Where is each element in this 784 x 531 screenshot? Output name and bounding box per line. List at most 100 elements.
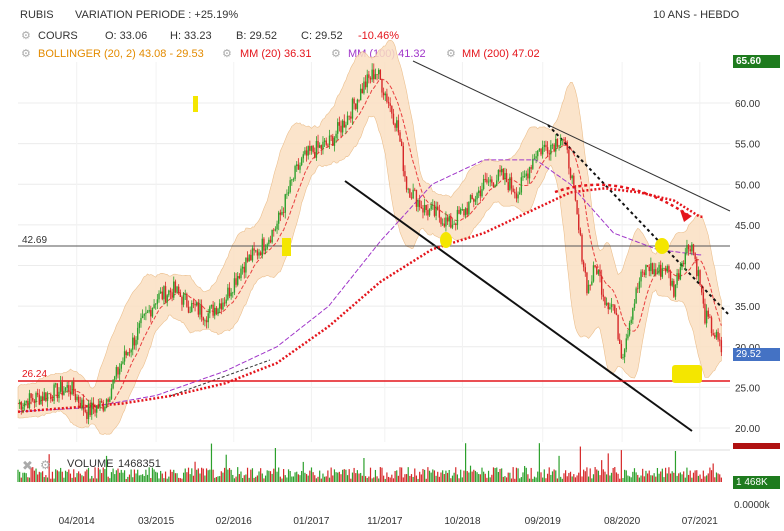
volume-bar xyxy=(123,470,126,482)
candle-body xyxy=(443,223,445,227)
gear-icon[interactable]: ⚙ xyxy=(222,48,232,60)
volume-bar xyxy=(643,476,645,482)
candle-body xyxy=(614,305,616,314)
volume-bar xyxy=(76,473,78,482)
candle-body xyxy=(550,144,552,155)
gear-icon[interactable]: ⚙ xyxy=(331,48,341,60)
candle-body xyxy=(294,166,296,179)
volume-bar xyxy=(579,446,581,482)
volume-bar xyxy=(264,475,267,482)
candle-body xyxy=(468,201,470,215)
volume-bar xyxy=(624,469,626,482)
candle-body xyxy=(382,92,385,96)
volume-bar xyxy=(651,475,654,482)
volume-bar xyxy=(635,472,637,482)
candle-body xyxy=(197,302,200,315)
volume-bar xyxy=(297,474,299,482)
volume-bar xyxy=(332,475,334,482)
volume-bar xyxy=(104,469,106,482)
volume-bar xyxy=(112,468,114,482)
volume-bar xyxy=(450,478,452,482)
volume-bar xyxy=(471,471,473,482)
candle-body xyxy=(122,361,124,364)
candle-body xyxy=(279,212,282,215)
volume-bar xyxy=(142,474,144,482)
candle-body xyxy=(714,335,716,338)
volume-bar xyxy=(558,455,560,482)
candle-body xyxy=(509,177,511,191)
gear-icon[interactable]: ⚙ xyxy=(446,48,456,60)
candle-body xyxy=(592,265,595,282)
candle-body xyxy=(189,311,191,313)
volume-bar xyxy=(199,473,201,482)
highlight-marker xyxy=(655,238,669,254)
volume-bar xyxy=(238,474,240,482)
volume-bar xyxy=(150,478,152,482)
candle-body xyxy=(643,272,646,276)
candle-body xyxy=(717,331,719,340)
volume-bar xyxy=(491,474,493,482)
volume-bar xyxy=(686,467,688,482)
candle-body xyxy=(299,165,301,170)
candle-body xyxy=(107,399,109,402)
candle-body xyxy=(309,146,311,151)
y-tick-label: 40.00 xyxy=(735,262,760,273)
volume-bar xyxy=(176,473,178,482)
volume-bar xyxy=(538,443,540,482)
candle-body xyxy=(51,399,54,401)
candle-body xyxy=(705,310,708,324)
volume-bar xyxy=(304,472,306,482)
gear-icon[interactable]: ⚙ xyxy=(21,48,31,60)
candle-body xyxy=(612,304,614,306)
volume-bar xyxy=(592,474,595,482)
volume-bar xyxy=(138,475,140,482)
volume-bar xyxy=(594,467,596,482)
volume-bar xyxy=(512,467,514,482)
volume-bar xyxy=(305,474,308,482)
gear-icon[interactable]: ⚙ xyxy=(40,458,51,472)
candle-body xyxy=(164,286,167,303)
candle-body xyxy=(192,302,195,304)
candle-body xyxy=(264,248,267,251)
chart-header: RUBIS VARIATION PERIODE : +25.19% 10 ANS… xyxy=(0,0,784,62)
volume-bar xyxy=(105,455,108,482)
volume-bar xyxy=(378,478,380,482)
candle-body xyxy=(684,253,686,265)
volume-bar xyxy=(443,474,445,482)
volume-bar xyxy=(279,476,281,482)
candle-body xyxy=(486,179,488,183)
candle-body xyxy=(227,287,229,300)
volume-bar xyxy=(627,475,629,482)
candle-body xyxy=(418,200,421,208)
volume-bar xyxy=(276,471,278,482)
close-icon[interactable]: ✖ xyxy=(22,458,33,473)
candle-body xyxy=(417,200,419,207)
candle-body xyxy=(394,123,396,128)
volume-bar xyxy=(312,472,314,482)
candle-body xyxy=(135,339,137,346)
volume-bar xyxy=(207,470,209,482)
candle-body xyxy=(340,125,342,133)
volume-bar xyxy=(542,477,544,482)
candle-body xyxy=(535,156,537,159)
candle-body xyxy=(712,333,714,336)
volume-bar xyxy=(546,473,549,482)
volume-bar xyxy=(397,475,399,482)
forecast-arrow-icon xyxy=(680,210,692,222)
volume-bar xyxy=(58,471,60,482)
volume-bar xyxy=(474,470,477,482)
volume-bar xyxy=(210,443,213,482)
candle-body xyxy=(359,88,362,101)
volume-bar xyxy=(55,469,57,482)
gear-icon[interactable]: ⚙ xyxy=(21,30,31,42)
candle-body xyxy=(266,244,268,249)
x-tick-label: 08/2020 xyxy=(604,516,641,527)
candle-body xyxy=(100,401,103,403)
volume-bar xyxy=(219,476,221,482)
candle-body xyxy=(504,173,506,179)
volume-bar xyxy=(573,474,575,482)
candle-body xyxy=(473,199,475,202)
volume-bar xyxy=(504,476,506,482)
candle-body xyxy=(237,276,239,285)
